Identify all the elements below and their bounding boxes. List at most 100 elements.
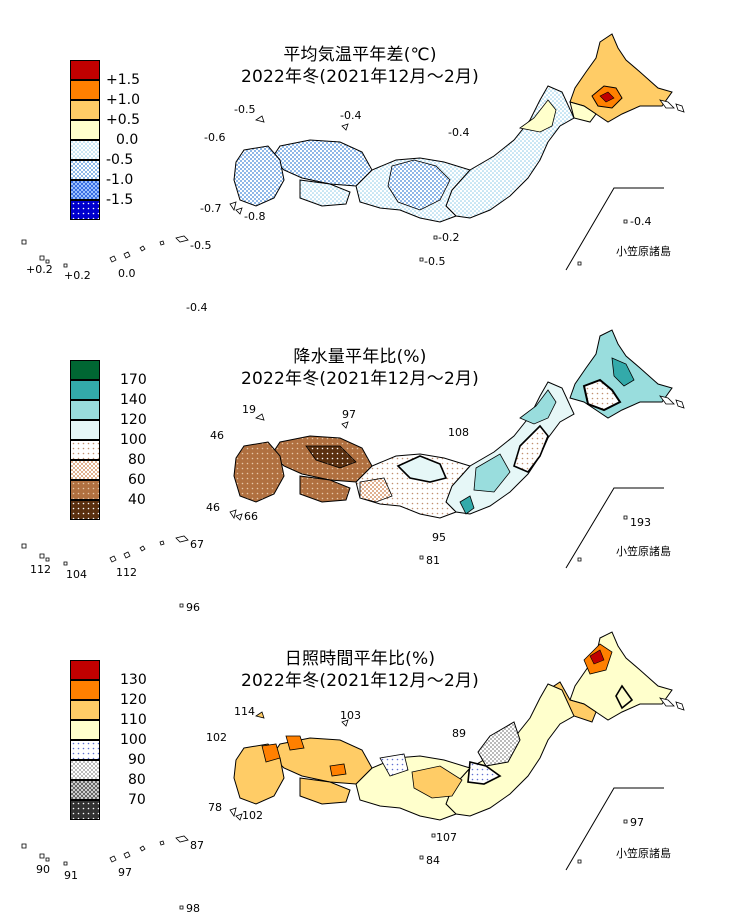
station-value: -0.4 bbox=[630, 215, 652, 228]
legend-label-5: -1.0 bbox=[106, 172, 134, 188]
legend-label-2: 110 bbox=[120, 712, 147, 728]
legend-label-5: 80 bbox=[128, 772, 146, 788]
title-line2: 2022年冬(2021年12月～2月) bbox=[240, 671, 480, 691]
station-value: 84 bbox=[426, 854, 440, 867]
region-chubu-kinki bbox=[355, 753, 471, 821]
station-value: +0.2 bbox=[64, 269, 91, 282]
legend-swatch-0 bbox=[70, 660, 100, 680]
station-value: 66 bbox=[244, 510, 258, 523]
title-line2: 2022年冬(2021年12月～2月) bbox=[240, 67, 480, 87]
station-value: 0.0 bbox=[118, 267, 136, 280]
region-tohoku-kanto bbox=[445, 683, 575, 817]
ogasawara-label: 小笠原諸島 bbox=[616, 847, 671, 860]
station-value: -0.4 bbox=[340, 109, 362, 122]
map-title: 日照時間平年比(%) 2022年冬(2021年12月～2月) bbox=[200, 648, 520, 692]
station-value: 78 bbox=[208, 801, 222, 814]
station-value: 102 bbox=[206, 731, 227, 744]
station-value: 108 bbox=[448, 426, 469, 439]
station-value: -0.6 bbox=[204, 131, 226, 144]
legend-swatch-1 bbox=[70, 680, 100, 700]
region-hokkaido bbox=[569, 329, 673, 419]
station-value: 87 bbox=[190, 839, 204, 852]
station-value: 104 bbox=[66, 568, 87, 581]
ogasawara-label: 小笠原諸島 bbox=[616, 545, 671, 558]
region-tohoku-kanto bbox=[445, 85, 575, 219]
legend-label-3: 0.0 bbox=[116, 132, 139, 148]
legend-swatch-3 bbox=[70, 420, 100, 440]
legend-label-4: -0.5 bbox=[106, 152, 134, 168]
islands-temp bbox=[21, 99, 685, 268]
legend-swatch-5 bbox=[70, 460, 100, 480]
station-value: 67 bbox=[190, 538, 204, 551]
station-value: 95 bbox=[432, 531, 446, 544]
station-value: 81 bbox=[426, 554, 440, 567]
legend-swatch-1 bbox=[70, 80, 100, 100]
station-value: 46 bbox=[210, 429, 224, 442]
station-value: 193 bbox=[630, 516, 651, 529]
region-kyushu bbox=[233, 145, 285, 207]
temperature-anomaly-panel: 平均気温平年差(℃) 2022年冬(2021年12月～2月) +1.5 +1.0… bbox=[0, 0, 750, 313]
region-chugoku-shikoku bbox=[271, 735, 373, 805]
legend-swatch-5 bbox=[70, 760, 100, 780]
legend-swatch-6 bbox=[70, 180, 100, 200]
legend-label-6: 40 bbox=[128, 492, 146, 508]
station-value: -0.5 bbox=[234, 103, 256, 116]
japan-map-sunshine bbox=[21, 631, 685, 910]
station-value: 103 bbox=[340, 709, 361, 722]
inset-frame-sun bbox=[565, 787, 664, 871]
station-value: -0.5 bbox=[424, 255, 446, 268]
station-value: 98 bbox=[186, 902, 200, 915]
legend-label-4: 90 bbox=[128, 752, 146, 768]
legend-label-1: 120 bbox=[120, 692, 147, 708]
japan-map-temperature bbox=[21, 33, 685, 271]
station-value: 102 bbox=[242, 809, 263, 822]
region-tohoku-kanto bbox=[445, 381, 575, 515]
station-value: +0.2 bbox=[26, 263, 53, 276]
precipitation-ratio-panel: 降水量平年比(%) 2022年冬(2021年12月～2月) 170 140 12… bbox=[0, 306, 750, 614]
legend-swatch-2 bbox=[70, 100, 100, 120]
region-chugoku-shikoku bbox=[271, 139, 373, 207]
legend-label-3: 100 bbox=[120, 432, 147, 448]
legend-label-0: 130 bbox=[120, 672, 147, 688]
legend-swatch-3 bbox=[70, 720, 100, 740]
legend-swatch-4 bbox=[70, 740, 100, 760]
legend-swatch-2 bbox=[70, 400, 100, 420]
legend-swatch-3 bbox=[70, 120, 100, 140]
station-value: -0.7 bbox=[200, 202, 222, 215]
title-line2: 2022年冬(2021年12月～2月) bbox=[240, 369, 480, 389]
legend-label-5: 60 bbox=[128, 472, 146, 488]
station-value: -0.8 bbox=[244, 210, 266, 223]
legend-label-6: -1.5 bbox=[106, 192, 134, 208]
station-value: -0.4 bbox=[448, 126, 470, 139]
station-value: 90 bbox=[36, 863, 50, 876]
region-chubu-kinki bbox=[355, 453, 471, 519]
title-line1: 降水量平年比(%) bbox=[293, 347, 427, 367]
islands-sun bbox=[21, 697, 685, 910]
legend-swatch-7 bbox=[70, 200, 100, 220]
station-value: 107 bbox=[436, 831, 457, 844]
legend-swatch-5 bbox=[70, 160, 100, 180]
station-value: 112 bbox=[116, 566, 137, 579]
station-value: 114 bbox=[234, 705, 255, 718]
station-value: 97 bbox=[630, 816, 644, 829]
legend-swatch-0 bbox=[70, 60, 100, 80]
station-value: 91 bbox=[64, 869, 78, 882]
legend-swatch-7 bbox=[70, 800, 100, 820]
legend-label-2: +0.5 bbox=[106, 112, 140, 128]
title-line1: 日照時間平年比(%) bbox=[284, 649, 436, 669]
legend-swatch-6 bbox=[70, 480, 100, 500]
title-line1: 平均気温平年差(℃) bbox=[283, 45, 437, 65]
japan-map-precipitation bbox=[21, 329, 685, 608]
legend-label-1: 140 bbox=[120, 392, 147, 408]
station-value: -0.5 bbox=[190, 239, 212, 252]
region-chugoku-shikoku bbox=[271, 435, 373, 503]
station-value: 96 bbox=[186, 601, 200, 614]
legend-label-4: 80 bbox=[128, 452, 146, 468]
ogasawara-label: 小笠原諸島 bbox=[616, 245, 671, 258]
legend-label-6: 70 bbox=[128, 792, 146, 808]
legend-swatch-7 bbox=[70, 500, 100, 520]
map-title: 平均気温平年差(℃) 2022年冬(2021年12月～2月) bbox=[200, 44, 520, 88]
legend-swatch-2 bbox=[70, 700, 100, 720]
inset-frame-precip bbox=[565, 487, 664, 569]
station-value: 19 bbox=[242, 403, 256, 416]
